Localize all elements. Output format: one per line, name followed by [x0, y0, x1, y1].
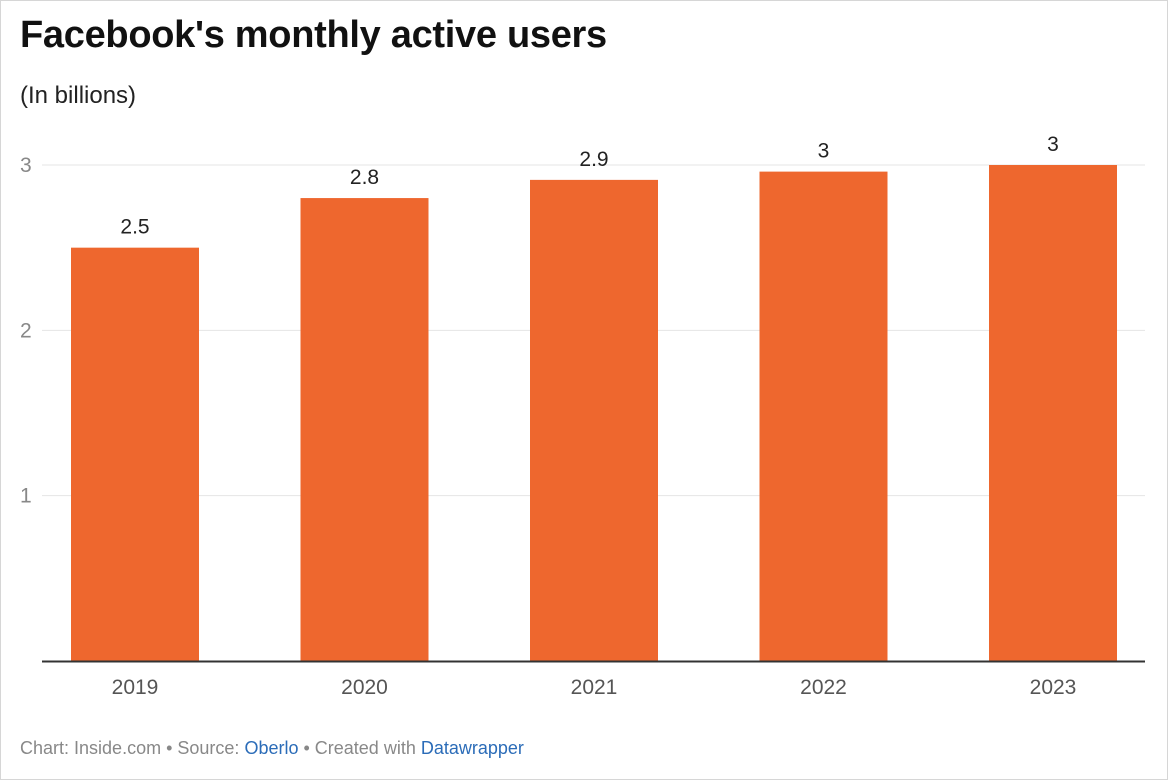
x-tick-label: 2022: [800, 676, 847, 699]
y-tick-label: 3: [20, 154, 32, 177]
footer-source-link[interactable]: Oberlo: [244, 738, 299, 758]
y-tick-label: 2: [20, 319, 32, 342]
x-tick-label: 2020: [341, 676, 388, 699]
y-tick-label: 1: [20, 485, 32, 508]
chart-title: Facebook's monthly active users: [20, 14, 607, 56]
footer-source-prefix: Source:: [177, 738, 245, 758]
footer-chart-prefix: Chart:: [20, 738, 75, 758]
bar-chart: 1 2 3 2.5 2.8 2.9 3 3 2019 2020 2021 2022 2023: [20, 133, 1145, 699]
footer-created-prefix: Created with: [314, 738, 421, 758]
bar: [300, 198, 429, 662]
bar: [989, 165, 1117, 661]
footer-separator: •: [161, 738, 178, 758]
value-label: 2.8: [350, 166, 379, 189]
value-labels: 2.5 2.8 2.9 3 3: [120, 133, 1058, 239]
x-tick-label: 2023: [1030, 676, 1077, 699]
chart-subtitle: (In billions): [20, 82, 137, 109]
bar: [71, 247, 199, 661]
x-tick-label: 2021: [571, 676, 618, 699]
footer-tool-link[interactable]: Datawrapper: [420, 738, 524, 758]
value-label: 3: [818, 140, 830, 163]
bar: [530, 179, 658, 661]
bars: [71, 165, 1117, 662]
footer-chart-author: Inside.com: [74, 738, 162, 758]
value-label: 2.5: [120, 216, 149, 239]
y-axis-ticks: 1 2 3: [20, 154, 32, 508]
x-tick-label: 2019: [112, 676, 159, 699]
value-label: 3: [1047, 133, 1059, 156]
x-axis-ticks: 2019 2020 2021 2022 2023: [112, 676, 1077, 699]
chart-footer: Chart: Inside.com • Source: Oberlo • Cre…: [20, 738, 524, 759]
footer-separator: •: [298, 738, 315, 758]
value-label: 2.9: [579, 148, 608, 171]
bar: [759, 171, 888, 661]
